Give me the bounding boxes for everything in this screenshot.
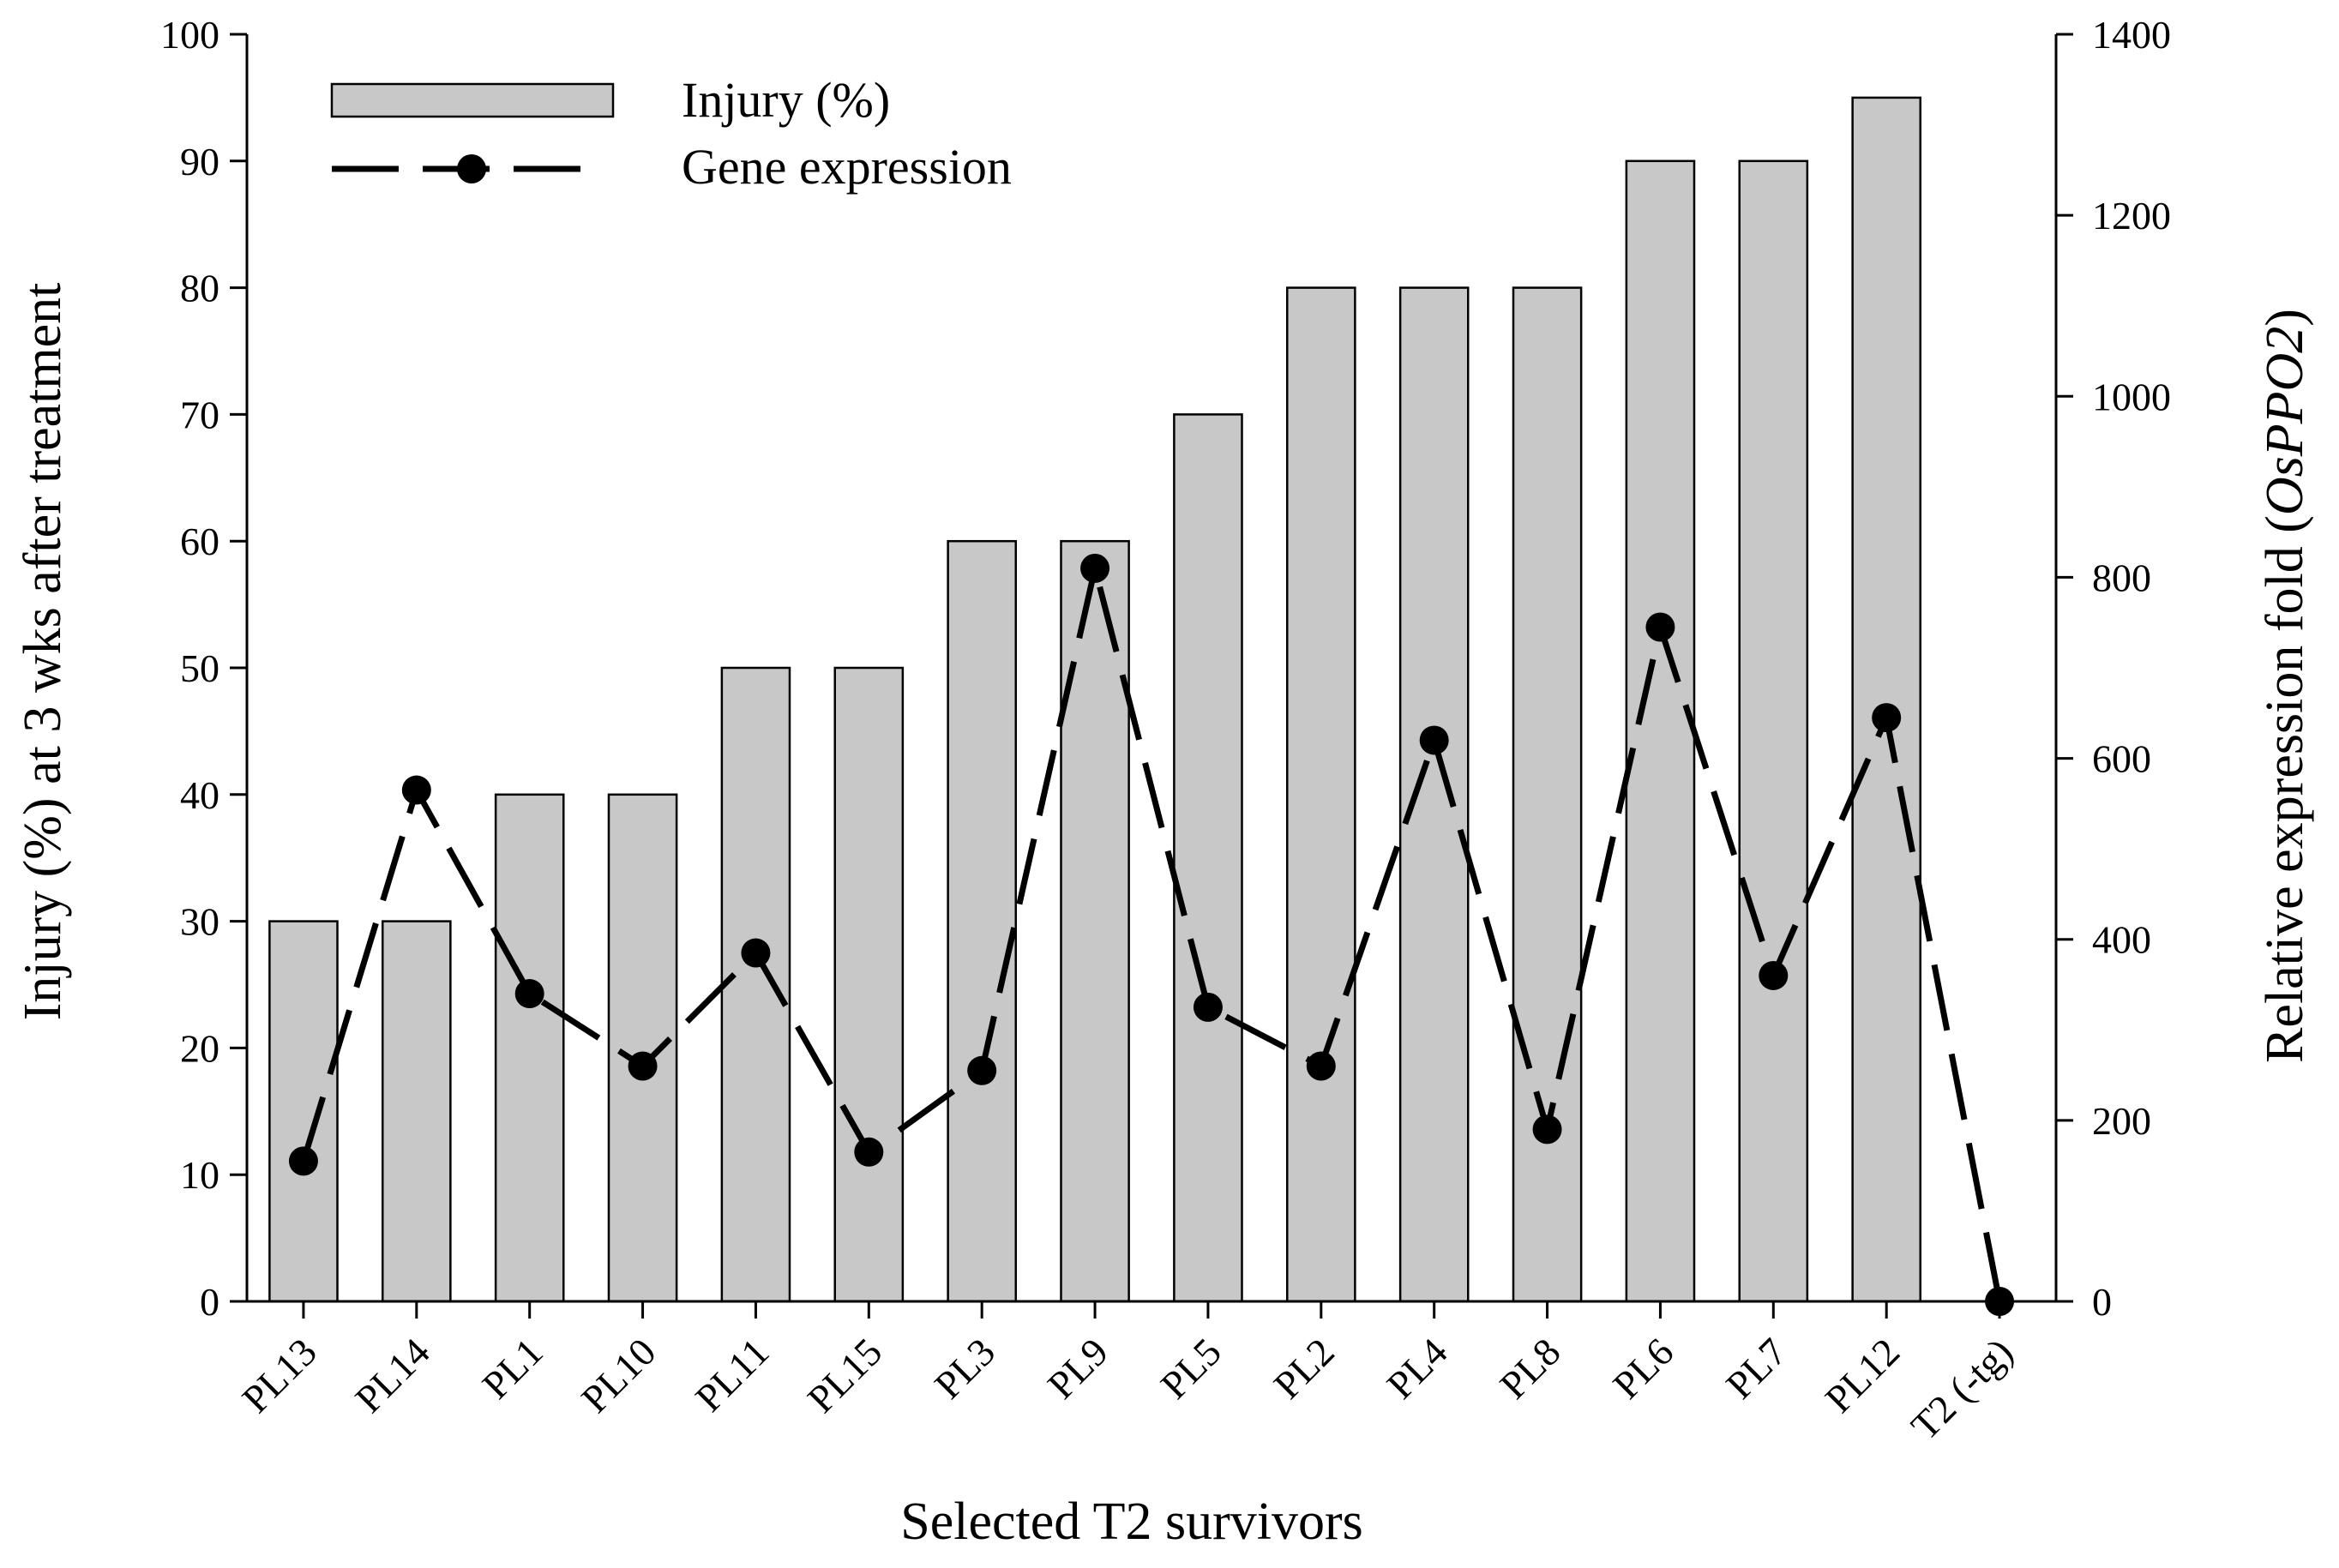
x-tick-label: PL15 xyxy=(799,1330,891,1421)
point-pl13 xyxy=(288,1146,318,1176)
y-axis-title: Injury (%) at 3 wks after treatment xyxy=(14,283,72,1021)
legend-line-marker xyxy=(457,154,486,183)
legend: Injury (%) Gene expression xyxy=(330,72,1012,195)
x-tick-label: PL11 xyxy=(687,1330,777,1420)
legend-bar-swatch xyxy=(330,82,615,118)
point-pl9 xyxy=(1080,553,1110,583)
bar-pl4 xyxy=(1398,286,1470,1303)
bar-pl10 xyxy=(607,793,678,1303)
bar-pl11 xyxy=(720,666,791,1303)
x-tick-label: PL9 xyxy=(1039,1330,1116,1407)
y-tick-label: 70 xyxy=(180,393,219,436)
bar-pl5 xyxy=(1173,413,1243,1303)
x-tick-label: PL14 xyxy=(346,1330,438,1421)
y-tick-label: 0 xyxy=(200,1280,219,1324)
y2-axis-title: Relative expression fold (OsPPO2) xyxy=(2256,309,2314,1063)
bar-pl6 xyxy=(1625,159,1696,1303)
y2-tick-label: 200 xyxy=(2092,1099,2151,1143)
bar-pl13 xyxy=(268,920,339,1303)
y-tick-label: 50 xyxy=(180,646,219,690)
point-pl15 xyxy=(854,1137,884,1167)
gene-expression-line xyxy=(300,565,2003,1302)
bar-pl8 xyxy=(1512,286,1583,1303)
x-tick-label: PL5 xyxy=(1152,1330,1230,1407)
point-pl3 xyxy=(967,1055,997,1085)
x-tick-label: PL6 xyxy=(1604,1330,1681,1407)
y2-axis-title-suffix: ) xyxy=(2256,309,2314,327)
y2-tick-label: 600 xyxy=(2092,737,2151,781)
line-layer xyxy=(288,553,2015,1316)
bar-pl15 xyxy=(833,666,905,1303)
y2-tick-label: 1400 xyxy=(2092,13,2171,57)
y2-tick-label: 800 xyxy=(2092,556,2151,599)
bar-pl12 xyxy=(1851,96,1921,1303)
point-pl6 xyxy=(1645,612,1675,642)
bar-pl7 xyxy=(1738,159,1809,1303)
point-pl11 xyxy=(741,938,771,968)
y2-axis-title-gene: OsPPO2 xyxy=(2256,327,2314,515)
y-tick-label: 100 xyxy=(160,13,219,57)
bar-pl14 xyxy=(382,920,452,1303)
y-tick-label: 90 xyxy=(180,140,219,183)
point-pl10 xyxy=(628,1051,658,1081)
bar-pl9 xyxy=(1060,539,1130,1303)
point-pl4 xyxy=(1419,725,1449,755)
y-tick-label: 10 xyxy=(180,1153,219,1197)
bar-pl3 xyxy=(947,539,1017,1303)
point-pl8 xyxy=(1532,1114,1562,1144)
y2-axis-title-prefix: Relative expression fold ( xyxy=(2256,515,2314,1063)
point-pl7 xyxy=(1759,960,1789,990)
x-axis-title: Selected T2 survivors xyxy=(900,1493,1363,1551)
y2-tick-label: 400 xyxy=(2092,918,2151,962)
x-tick-label: PL2 xyxy=(1266,1330,1343,1407)
legend-line-label: Gene expression xyxy=(682,139,1012,195)
y2-tick-label: 1200 xyxy=(2092,194,2171,237)
x-tick-label: PL3 xyxy=(926,1330,1003,1407)
x-tick-label: T2 (-tg) xyxy=(1903,1330,2021,1448)
y2-tick-label: 0 xyxy=(2092,1280,2112,1324)
point-pl1 xyxy=(514,979,544,1009)
y-tick-label: 30 xyxy=(180,900,219,944)
point-pl12 xyxy=(1872,703,1902,733)
x-tick-label: PL8 xyxy=(1491,1330,1568,1407)
x-tick-label: PL4 xyxy=(1378,1330,1455,1407)
y-tick-label: 40 xyxy=(180,773,219,817)
bar-pl1 xyxy=(494,793,565,1303)
y-tick-label: 20 xyxy=(180,1026,219,1070)
x-tick-label: PL10 xyxy=(573,1330,664,1421)
y2-tick-label: 1000 xyxy=(2092,375,2171,418)
x-tick-label: PL7 xyxy=(1717,1330,1795,1407)
bars-layer xyxy=(268,96,1921,1303)
legend-bar-label: Injury (%) xyxy=(682,72,890,128)
point-pl14 xyxy=(401,775,431,805)
point-pl5 xyxy=(1193,992,1223,1022)
x-tick-label: PL12 xyxy=(1817,1330,1909,1421)
y-tick-label: 80 xyxy=(180,267,219,310)
x-tick-label: PL1 xyxy=(473,1330,550,1407)
y-tick-label: 60 xyxy=(180,520,219,563)
point-pl2 xyxy=(1306,1051,1336,1081)
x-tick-label: PL13 xyxy=(233,1330,325,1421)
point-t2-tg- xyxy=(1985,1287,2015,1316)
bar-pl2 xyxy=(1286,286,1356,1303)
